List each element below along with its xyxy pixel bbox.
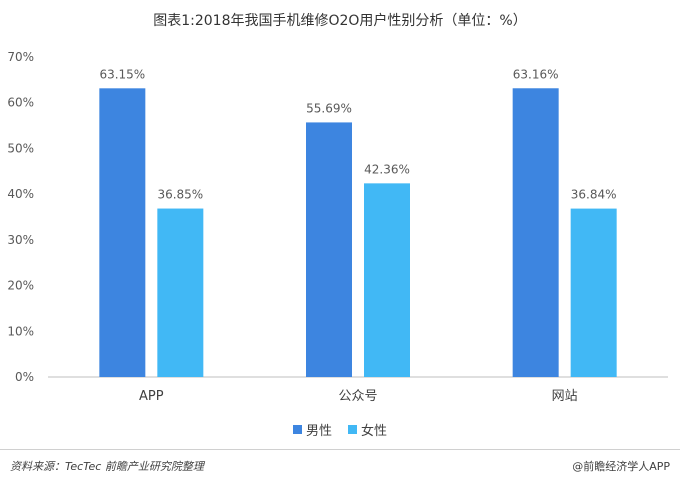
y-tick-label: 70% <box>7 50 34 64</box>
bars <box>99 88 617 378</box>
source-note: 资料来源：TecTec 前瞻产业研究院整理 <box>10 460 204 473</box>
y-tick-label: 60% <box>7 96 34 110</box>
bar-male <box>99 88 146 378</box>
y-tick-label: 40% <box>7 187 34 201</box>
category-label: APP <box>139 389 164 404</box>
data-label: 63.16% <box>513 67 559 81</box>
data-label: 36.85% <box>157 188 203 202</box>
bar-female <box>157 208 204 377</box>
data-label: 63.15% <box>99 67 145 81</box>
category-label: 公众号 <box>338 389 377 404</box>
bar-male <box>512 88 559 378</box>
y-tick-label: 0% <box>15 370 34 384</box>
y-axis-labels: 0% 10% 20% 30% 40% 50% 60% 70% <box>7 50 34 384</box>
brand-text: @前瞻经济学人APP <box>572 460 670 473</box>
bar-male <box>306 122 352 377</box>
y-tick-label: 30% <box>7 233 34 247</box>
data-label: 55.69% <box>306 101 352 115</box>
legend-item-female: 女性 <box>348 420 387 439</box>
legend: 男性 女性 <box>0 420 680 439</box>
chart-title: 图表1:2018年我国手机维修O2O用户性别分析（单位：%） <box>153 13 527 29</box>
category-label: 网站 <box>552 389 578 404</box>
data-labels: 63.15% 36.85% 55.69% 42.36% 63.16% 36.84% <box>99 67 616 201</box>
legend-swatch-male <box>292 425 302 434</box>
y-tick-label: 10% <box>7 324 34 338</box>
footer-divider <box>0 449 680 450</box>
y-tick-label: 20% <box>7 279 34 293</box>
legend-label-female: 女性 <box>361 424 388 439</box>
data-label: 42.36% <box>364 162 410 176</box>
legend-label-male: 男性 <box>305 424 332 439</box>
brand-credit: @前瞻经济学人APP <box>572 458 670 474</box>
category-labels: APP 公众号 网站 <box>139 389 578 404</box>
bar-female <box>364 183 410 377</box>
legend-item-male: 男性 <box>292 420 332 439</box>
bar-female <box>570 208 617 377</box>
legend-swatch-female <box>348 425 357 434</box>
data-label: 36.84% <box>571 188 617 202</box>
y-tick-label: 50% <box>7 141 34 155</box>
